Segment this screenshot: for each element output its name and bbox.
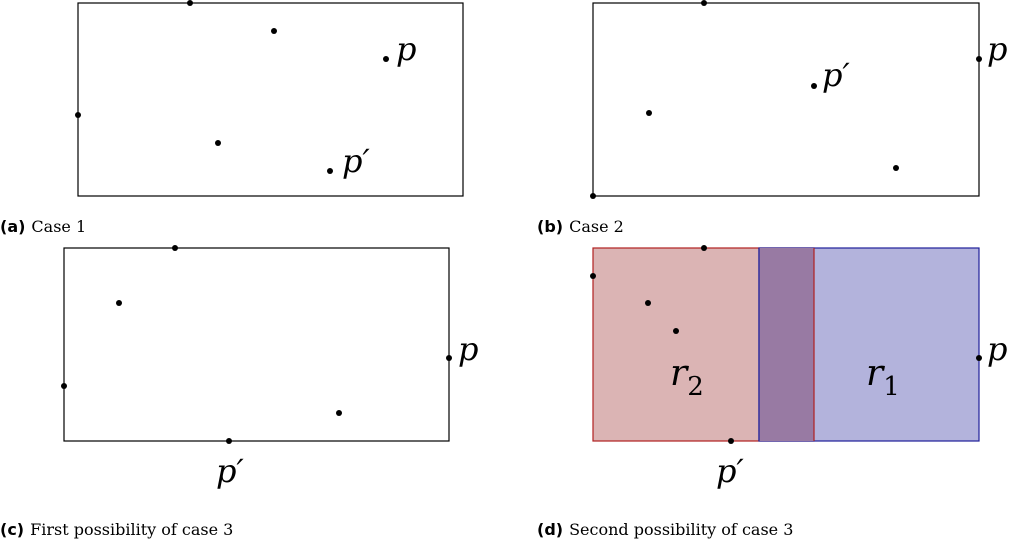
- caption-b-text: Case 2: [569, 217, 624, 236]
- point: [893, 165, 899, 171]
- point-p-prime: [811, 83, 817, 89]
- label-p: p: [396, 30, 416, 68]
- point: [645, 300, 651, 306]
- point-p-prime: [226, 438, 232, 444]
- panel-b: p p′ (b) Case 2: [537, 0, 1007, 236]
- caption-d-text: Second possibility of case 3: [569, 520, 793, 539]
- point: [590, 193, 596, 199]
- point: [271, 28, 277, 34]
- label-p: p: [987, 330, 1007, 368]
- region-overlap: [759, 248, 814, 441]
- point: [61, 383, 67, 389]
- point: [336, 410, 342, 416]
- caption-d-tag: (d): [537, 520, 563, 539]
- panel-a-points: [75, 0, 389, 174]
- point-p-prime: [327, 168, 333, 174]
- caption-b-tag: (b): [537, 217, 563, 236]
- label-p-prime: p′: [716, 452, 744, 490]
- point: [215, 140, 221, 146]
- point: [673, 328, 679, 334]
- point: [701, 0, 707, 6]
- point: [187, 0, 193, 6]
- point-p: [976, 355, 982, 361]
- caption-c-tag: (c): [0, 520, 24, 539]
- panel-c: p p′ (c) First possibility of case 3: [0, 245, 478, 539]
- caption-a-text: Case 1: [31, 217, 86, 236]
- point-p: [446, 355, 452, 361]
- panel-b-rectangle: [592, 2, 980, 197]
- panel-a: p p′ (a) Case 1: [0, 0, 464, 236]
- label-p: p: [458, 330, 478, 368]
- point: [116, 300, 122, 306]
- panel-d-points: [590, 245, 982, 444]
- panel-d: r2 r1 p p′ (d) Second possibility of case…: [537, 245, 1007, 539]
- caption-b: (b) Case 2: [537, 217, 624, 236]
- caption-c-text: First possibility of case 3: [30, 520, 233, 539]
- label-p-prime: p′: [216, 452, 244, 490]
- point: [75, 112, 81, 118]
- label-p-prime: p′: [342, 142, 370, 180]
- point-p: [976, 56, 982, 62]
- point-p-prime: [728, 438, 734, 444]
- panel-c-rectangle: [63, 247, 450, 442]
- label-r1: r1: [866, 353, 900, 402]
- panel-b-points: [590, 0, 982, 199]
- point: [172, 245, 178, 251]
- caption-d: (d) Second possibility of case 3: [537, 520, 793, 539]
- label-p: p: [987, 30, 1007, 68]
- point: [590, 273, 596, 279]
- caption-c: (c) First possibility of case 3: [0, 520, 233, 539]
- point-p: [383, 56, 389, 62]
- panel-c-points: [61, 245, 452, 444]
- caption-a: (a) Case 1: [0, 217, 86, 236]
- panel-a-rectangle: [77, 2, 464, 197]
- label-r2: r2: [670, 353, 704, 402]
- point: [701, 245, 707, 251]
- caption-a-tag: (a): [0, 217, 25, 236]
- point: [646, 110, 652, 116]
- label-p-prime: p′: [822, 56, 850, 94]
